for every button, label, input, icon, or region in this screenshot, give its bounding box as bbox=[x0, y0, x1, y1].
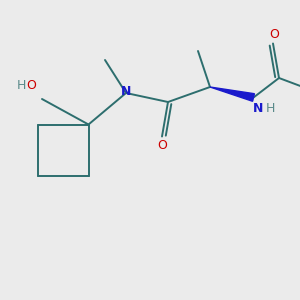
Text: H: H bbox=[17, 79, 26, 92]
Text: N: N bbox=[253, 101, 263, 115]
Polygon shape bbox=[210, 87, 254, 101]
Text: O: O bbox=[270, 28, 279, 41]
Text: H: H bbox=[265, 101, 275, 115]
Text: O: O bbox=[157, 139, 167, 152]
Text: N: N bbox=[121, 85, 131, 98]
Text: O: O bbox=[27, 79, 36, 92]
